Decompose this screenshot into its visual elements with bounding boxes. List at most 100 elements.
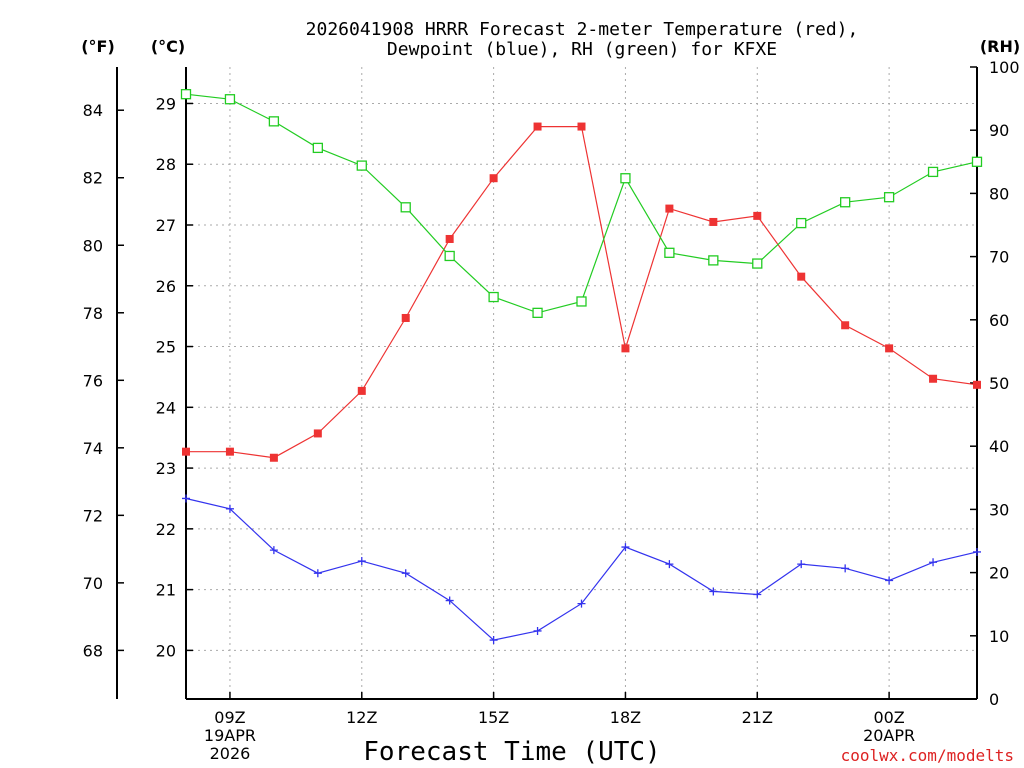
rh-point (971, 156, 983, 167)
celsius-tick-label: 20 (156, 641, 176, 660)
temperature-point (225, 447, 234, 456)
celsius-tick-label: 21 (156, 581, 176, 600)
temperature-point (489, 174, 498, 183)
temperature-point (621, 344, 630, 353)
rh-tick-label: 50 (989, 374, 1009, 393)
rh-point (796, 217, 807, 229)
rh-point (576, 296, 587, 307)
temperature-point (929, 374, 938, 383)
temperature-point (797, 272, 806, 281)
x-tick-label: 21Z (742, 708, 773, 727)
fahrenheit-tick-label: 72 (83, 506, 103, 525)
dewpoint-point (665, 560, 674, 569)
dewpoint-point (885, 576, 894, 585)
dewpoint-point (225, 504, 234, 513)
rh-point (444, 250, 455, 262)
axes: 20 21 22 23 24 25 26 27 28 29 68 70 72 74 76 78 80 82 84 0 1… (83, 58, 1020, 763)
rh-point (180, 89, 192, 100)
rh-point (752, 258, 763, 269)
celsius-tick-label: 28 (156, 155, 176, 174)
celsius-tick-label: 23 (156, 459, 176, 478)
x-tick-label: 09Z (214, 708, 245, 727)
x-tick-label: 15Z (478, 708, 509, 727)
rh-tick-label: 60 (989, 311, 1009, 330)
rh-tick-label: 10 (989, 627, 1009, 646)
temperature-point (313, 429, 322, 438)
fahrenheit-tick-label: 74 (83, 439, 103, 458)
celsius-tick-label: 24 (156, 398, 176, 417)
dewpoint-point (797, 560, 806, 569)
x-tick-date-label: 19APR (204, 726, 256, 745)
temperature-point (182, 447, 190, 456)
temperature-point (885, 344, 894, 353)
temperature-point (577, 122, 586, 131)
dewpoint-point (621, 543, 630, 552)
dewpoint-point (313, 569, 322, 578)
rh-point (708, 255, 719, 266)
fahrenheit-tick-label: 80 (83, 236, 103, 255)
celsius-axis-unit: (°C) (151, 37, 185, 56)
rh-point (224, 94, 236, 105)
rh-tick-label: 30 (989, 500, 1009, 519)
dewpoint-point (182, 494, 190, 503)
dewpoint-point (929, 558, 938, 567)
dewpoint-line (185, 497, 978, 641)
fahrenheit-axis-unit: (°F) (81, 37, 115, 56)
rh-point (840, 197, 851, 208)
series (180, 89, 983, 645)
temperature-point (445, 234, 454, 243)
temperature-point (709, 217, 718, 226)
fahrenheit-tick-label: 84 (83, 101, 103, 120)
x-tick-label: 12Z (346, 708, 377, 727)
celsius-tick-label: 26 (156, 277, 176, 296)
temperature-point (841, 321, 850, 330)
credit-text: coolwx.com/modelts (841, 746, 1014, 765)
rh-point (400, 202, 411, 213)
dewpoint-point (753, 590, 762, 599)
dewpoint-point (445, 596, 454, 605)
rh-tick-label: 0 (989, 690, 999, 709)
dewpoint-point (489, 636, 498, 645)
temperature-point (753, 211, 762, 220)
rh-tick-label: 100 (989, 58, 1020, 77)
x-tick-date-label: 20APR (863, 726, 915, 745)
dewpoint-point (357, 557, 366, 566)
temperature-point (401, 313, 410, 322)
rh-axis-unit: (RH) (980, 37, 1020, 56)
x-tick-label: 18Z (610, 708, 641, 727)
rh-tick-label: 40 (989, 437, 1009, 456)
rh-tick-label: 70 (989, 248, 1009, 267)
fahrenheit-tick-label: 68 (83, 641, 103, 660)
x-axis-label: Forecast Time (UTC) (363, 737, 660, 767)
fahrenheit-tick-label: 70 (83, 574, 103, 593)
chart-title-line1: 2026041908 HRRR Forecast 2-meter Tempera… (306, 19, 859, 40)
rh-point (927, 166, 939, 178)
temperature-point (269, 453, 278, 462)
rh-point (312, 142, 323, 154)
dewpoint-point (401, 569, 410, 578)
dewpoint-point (709, 587, 718, 596)
temperature-point (533, 122, 542, 131)
celsius-tick-label: 25 (156, 338, 176, 357)
rh-point (268, 116, 280, 127)
dewpoint-point (577, 599, 586, 608)
rh-tick-label: 20 (989, 564, 1009, 583)
x-tick-label: 00Z (873, 708, 904, 727)
celsius-tick-label: 27 (156, 216, 176, 235)
celsius-tick-label: 22 (156, 520, 176, 539)
temperature-point (357, 386, 366, 395)
rh-point (532, 307, 543, 318)
rh-tick-label: 80 (989, 184, 1009, 203)
temperature-point (665, 204, 674, 213)
celsius-tick-label: 29 (156, 94, 176, 113)
rh-point (883, 192, 895, 203)
fahrenheit-tick-label: 76 (83, 371, 103, 390)
rh-point (620, 173, 631, 184)
temperature-line (186, 125, 978, 459)
dewpoint-point (973, 547, 981, 556)
rh-point (664, 247, 675, 258)
fahrenheit-tick-label: 78 (83, 304, 103, 323)
dewpoint-point (533, 626, 542, 635)
chart-title-line2: Dewpoint (blue), RH (green) for KFXE (387, 39, 777, 60)
